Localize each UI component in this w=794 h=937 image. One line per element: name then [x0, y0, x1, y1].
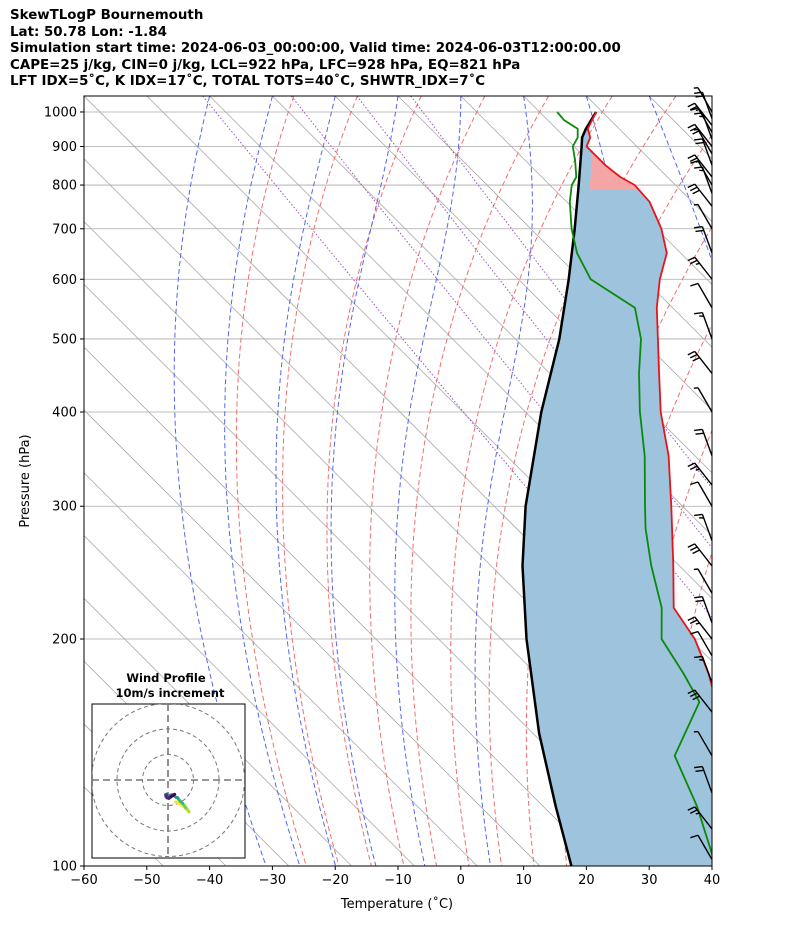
- wind-barb: [690, 481, 713, 507]
- wind-barb: [694, 596, 713, 624]
- chart-axes: −60 −50 −40 −30 −20 −10 0 10 20 30 40 1000 900 800 700…: [44, 105, 720, 888]
- y-tick-label: 200: [52, 633, 77, 648]
- y-tick-label: 400: [52, 406, 77, 421]
- y-tick-label: 1000: [44, 105, 77, 120]
- wind-barb: [693, 387, 713, 413]
- isotherm-line: [84, 409, 541, 866]
- wind-barb: [687, 689, 713, 713]
- mixing-ratio-line: [410, 96, 712, 489]
- wind-barb: [687, 123, 713, 147]
- dry-adiabat-line: [369, 96, 486, 866]
- wind-barb: [694, 765, 713, 794]
- wind-barb: [687, 462, 713, 486]
- cape-area: [522, 112, 712, 866]
- x-tick-label: 40: [704, 873, 721, 888]
- wind-barb: [690, 834, 713, 860]
- x-axis-label: Temperature (˚C): [340, 896, 453, 912]
- chart-header: SkewTLogP Bournemouth Lat: 50.78 Lon: -1…: [10, 8, 780, 91]
- wind-barb: [693, 203, 713, 230]
- cin-area: [586, 139, 639, 190]
- wind-barb: [694, 166, 713, 194]
- hodograph-subtitle: 10m/s increment: [116, 686, 225, 700]
- y-tick-label: 700: [52, 222, 77, 237]
- x-tick-label: 30: [641, 873, 658, 888]
- dry-adiabat-line: [762, 96, 794, 866]
- x-tick-label: 20: [578, 873, 595, 888]
- time-line: Simulation start time: 2024-06-03_00:00:…: [10, 41, 621, 56]
- dry-adiabat-line: [410, 96, 550, 866]
- wind-barb: [693, 128, 713, 155]
- dry-adiabat-line: [235, 96, 307, 866]
- sounding-profiles: [521, 111, 712, 866]
- cape-cin-fill: [522, 112, 712, 866]
- moist-adiabat-line: [224, 96, 301, 866]
- y-tick-label: 300: [52, 500, 77, 515]
- x-tick-label: −60: [70, 873, 97, 888]
- wind-barb: [693, 730, 713, 757]
- x-tick-label: −30: [259, 873, 286, 888]
- isotherm-line: [397, 96, 712, 411]
- x-tick-label: 0: [457, 873, 465, 888]
- dry-adiabat-line: [450, 96, 613, 866]
- wind-barb: [693, 568, 713, 594]
- y-tick-label: 800: [52, 179, 77, 194]
- wind-barb: [694, 655, 713, 683]
- dry-adiabat-line: [282, 96, 358, 866]
- wind-barb: [687, 350, 713, 374]
- x-tick-label: −50: [133, 873, 160, 888]
- moist-adiabat-line: [474, 96, 533, 866]
- x-tick-label: −20: [321, 873, 348, 888]
- wind-barb: [690, 630, 713, 657]
- temperature-profile-line: [585, 111, 712, 690]
- wind-barb: [694, 138, 713, 166]
- x-tick-label: 10: [515, 873, 532, 888]
- wind-barb: [694, 311, 713, 340]
- y-axis-label: Pressure (hPa): [18, 434, 33, 527]
- hodograph-ring: [92, 704, 245, 857]
- y-tick-label: 900: [52, 140, 77, 155]
- y-tick-label: 500: [52, 332, 77, 347]
- wind-barb: [687, 806, 713, 830]
- hodograph-title: Wind Profile: [126, 671, 206, 685]
- x-tick-label: −40: [196, 873, 223, 888]
- y-tick-label: 600: [52, 273, 77, 288]
- wind-barb: [694, 226, 713, 254]
- wind-barb: [687, 256, 713, 280]
- moist-adiabat-line: [330, 96, 399, 866]
- wind-barb: [694, 513, 713, 541]
- wind-barb: [687, 616, 713, 640]
- moist-adiabat-line: [394, 96, 462, 866]
- isotherm-line: [84, 283, 666, 866]
- hodograph-inset: Wind Profile 10m/s increment: [91, 671, 246, 859]
- wind-barb: [694, 428, 713, 456]
- indices-line: LFT IDX=5˚C, K IDX=17˚C, TOTAL TOTS=40˚C…: [10, 74, 486, 89]
- wind-barb: [687, 183, 713, 207]
- x-tick-label: −10: [384, 873, 411, 888]
- location-line: Lat: 50.78 Lon: -1.84: [10, 24, 167, 40]
- moist-adiabat-line: [711, 96, 712, 98]
- dry-adiabat-line: [729, 96, 794, 866]
- isotherm-line: [84, 96, 712, 725]
- y-tick-label: 100: [52, 860, 77, 875]
- mixing-ratio-line: [290, 96, 712, 619]
- isotherm-line: [84, 535, 415, 866]
- moist-adiabat-line: [173, 96, 267, 866]
- wind-barb: [690, 282, 713, 309]
- isotherm-line: [711, 96, 712, 97]
- isotherm-line: [334, 96, 712, 474]
- hodograph-trace: [171, 792, 177, 797]
- moist-adiabat-line: [648, 96, 712, 263]
- cape-line: CAPE=25 j/kg, CIN=0 j/kg, LCL=922 hPa, L…: [10, 57, 521, 73]
- dewpoint-profile-line: [556, 111, 712, 857]
- wind-barbs: [687, 87, 713, 860]
- parcel-profile-line: [521, 111, 598, 866]
- chart-title: SkewTLogP Bournemouth: [10, 8, 204, 23]
- moist-adiabat-line: [275, 96, 337, 866]
- dry-adiabat-line: [663, 550, 712, 866]
- wind-barb: [687, 543, 713, 567]
- wind-barb: [694, 112, 713, 140]
- isotherm-line: [84, 346, 604, 866]
- mixing-ratio-line: [356, 96, 712, 549]
